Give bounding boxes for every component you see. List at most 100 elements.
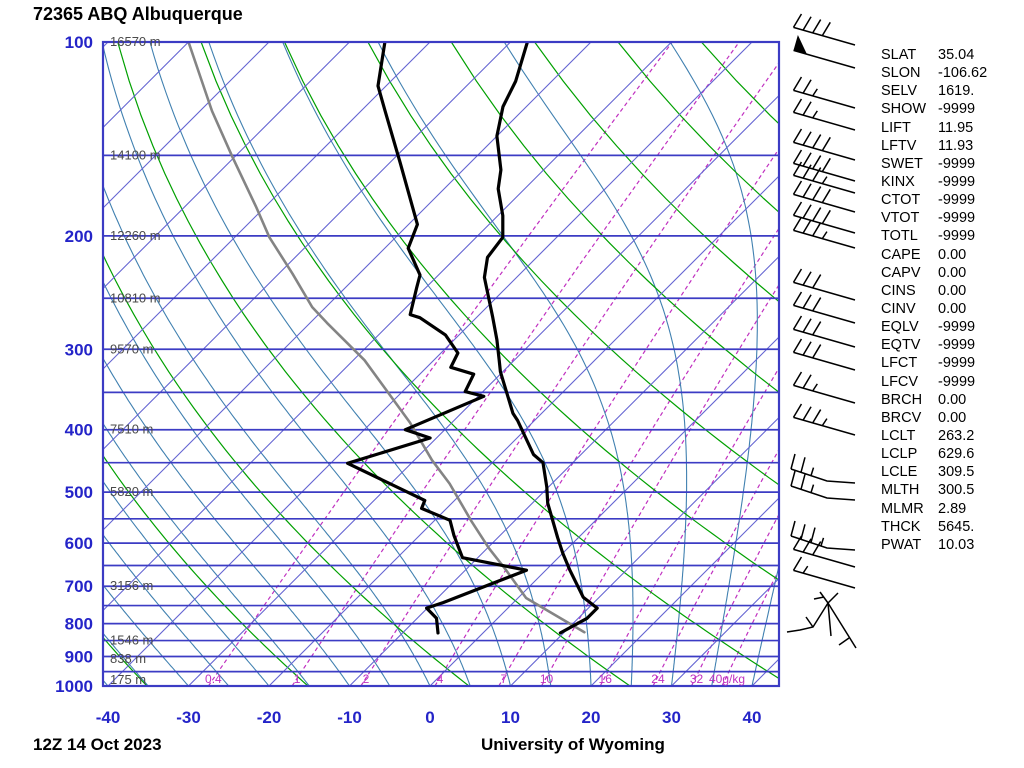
wind-barb bbox=[792, 216, 856, 249]
temp-axis-label: 30 bbox=[662, 708, 681, 727]
isotherm-line bbox=[103, 42, 270, 209]
mixing-ratio-label: 32 bbox=[690, 672, 704, 686]
isotherm-line bbox=[103, 42, 350, 290]
temp-axis-label: -20 bbox=[257, 708, 282, 727]
moist-adiabat-line bbox=[103, 357, 350, 686]
moist-adiabat-line bbox=[103, 584, 189, 686]
isotherm-line bbox=[429, 336, 779, 686]
pressure-axis-label: 800 bbox=[65, 615, 93, 634]
index-value: -9999 bbox=[938, 355, 976, 372]
pressure-axis-label: 700 bbox=[65, 577, 93, 596]
mixing-ratio-label: 4 bbox=[437, 672, 444, 686]
moist-adiabat-line bbox=[103, 422, 310, 686]
index-value: 5645. bbox=[938, 518, 975, 535]
station-indices-panel: SLAT 35.04 SLON -106.62 SELV 1619. SHOW -9999 LI… bbox=[881, 47, 987, 555]
mixing-ratio-label: 7 bbox=[500, 672, 507, 686]
height-label: 5820 m bbox=[110, 484, 153, 499]
moist-adiabat-line bbox=[0, 42, 68, 686]
pressure-axis-label: 300 bbox=[65, 340, 93, 359]
index-label: CINV bbox=[881, 300, 916, 317]
wind-barb bbox=[792, 268, 856, 301]
index-label: CAPV bbox=[881, 264, 921, 281]
wind-barb bbox=[790, 470, 856, 501]
moist-adiabat-line bbox=[669, 42, 758, 686]
index-row-MLTH: MLTH 300.5 bbox=[881, 482, 987, 500]
index-value: 0.00 bbox=[938, 391, 967, 408]
sounding-datetime: 12Z 14 Oct 2023 bbox=[33, 735, 162, 754]
moist-adiabat-line bbox=[377, 42, 634, 686]
moist-adiabat-line bbox=[751, 563, 779, 686]
isotherm-line bbox=[188, 94, 779, 686]
plot-area bbox=[0, 42, 779, 686]
isotherm-line bbox=[349, 255, 779, 686]
isotherm-line bbox=[107, 42, 753, 686]
pressure-axis-label: 400 bbox=[65, 421, 93, 440]
wind-barb bbox=[792, 76, 856, 109]
index-label: LFCV bbox=[881, 373, 919, 390]
height-label: 10810 m bbox=[110, 290, 161, 305]
index-value: 35.04 bbox=[938, 47, 975, 63]
index-row-PWAT: PWAT 10.03 bbox=[881, 537, 987, 555]
temp-axis-label: -10 bbox=[337, 708, 362, 727]
isotherm-line bbox=[590, 497, 779, 686]
index-row-EQLV: EQLV -9999 bbox=[881, 319, 987, 337]
isotherm-line bbox=[103, 42, 189, 129]
wind-barb bbox=[790, 453, 856, 484]
index-row-LCLE: LCLE 309.5 bbox=[881, 464, 987, 482]
temp-axis-label: 40 bbox=[743, 708, 762, 727]
index-label: SLAT bbox=[881, 47, 917, 63]
index-row-LFCV: LFCV -9999 bbox=[881, 374, 987, 392]
index-label: CTOT bbox=[881, 192, 921, 209]
index-row-BRCH: BRCH 0.00 bbox=[881, 392, 987, 410]
isotherm-line bbox=[103, 42, 431, 370]
index-value: 2.89 bbox=[938, 500, 967, 517]
index-value: 1619. bbox=[938, 83, 975, 100]
index-row-BRCV: BRCV 0.00 bbox=[881, 410, 987, 428]
index-label: THCK bbox=[881, 518, 921, 535]
index-row-CINV: CINV 0.00 bbox=[881, 301, 987, 319]
index-value: 11.95 bbox=[938, 119, 974, 136]
height-label: 16570 m bbox=[110, 34, 161, 49]
index-value: 0.00 bbox=[938, 300, 967, 317]
wind-barb bbox=[792, 535, 856, 568]
isotherm-line bbox=[103, 42, 592, 531]
index-row-CTOT: CTOT -9999 bbox=[881, 192, 987, 210]
wind-barb bbox=[792, 161, 856, 194]
index-row-LCLT: LCLT 263.2 bbox=[881, 428, 987, 446]
height-label: 1546 m bbox=[110, 633, 153, 648]
index-label: LCLT bbox=[881, 427, 916, 444]
wind-barb bbox=[792, 338, 856, 371]
index-label: SHOW bbox=[881, 101, 927, 118]
index-row-SLAT: SLAT 35.04 bbox=[881, 47, 987, 65]
isotherm-line bbox=[268, 175, 779, 686]
mixing-ratio-label: 24 bbox=[651, 672, 665, 686]
index-value: 309.5 bbox=[938, 464, 975, 481]
temp-axis-label: 10 bbox=[501, 708, 520, 727]
credit-text: University of Wyoming bbox=[481, 735, 665, 754]
index-value: 629.6 bbox=[938, 446, 975, 463]
wind-barb bbox=[792, 201, 856, 234]
plot-border bbox=[101, 40, 781, 688]
surface-wind-barb-cluster bbox=[786, 591, 857, 649]
wind-barb bbox=[792, 403, 856, 436]
index-row-SWET: SWET -9999 bbox=[881, 156, 987, 174]
index-value: 11.93 bbox=[938, 137, 974, 154]
index-value: 0.00 bbox=[938, 264, 967, 281]
index-value: 300.5 bbox=[938, 482, 975, 499]
pressure-axis-label: 100 bbox=[65, 33, 93, 52]
index-value: 0.00 bbox=[938, 246, 967, 263]
index-value: 0.00 bbox=[938, 409, 967, 426]
index-value: 263.2 bbox=[938, 427, 975, 444]
dewpoint-curve bbox=[346, 42, 529, 635]
index-label: SELV bbox=[881, 83, 918, 100]
mixing-ratio-label: 1 bbox=[294, 672, 301, 686]
index-row-MLMR: MLMR 2.89 bbox=[881, 501, 987, 519]
index-label: LFCT bbox=[881, 355, 918, 372]
index-value: -9999 bbox=[938, 337, 976, 354]
temperature-curve bbox=[482, 42, 599, 635]
index-value: -9999 bbox=[938, 373, 976, 390]
index-row-LFTV: LFTV 11.93 bbox=[881, 138, 987, 156]
index-row-LFCT: LFCT -9999 bbox=[881, 355, 987, 373]
index-row-CAPE: CAPE 0.00 bbox=[881, 247, 987, 265]
